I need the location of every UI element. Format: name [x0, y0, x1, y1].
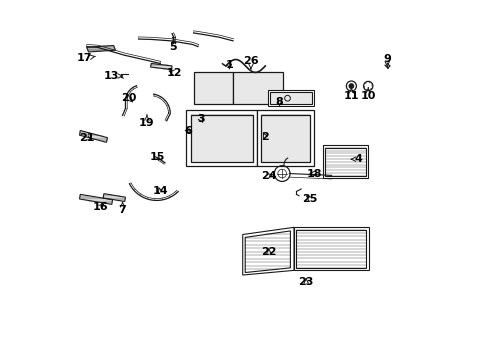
- Polygon shape: [242, 227, 293, 275]
- Text: 15: 15: [150, 152, 165, 162]
- Text: 20: 20: [121, 93, 137, 103]
- Text: 8: 8: [275, 97, 283, 107]
- Text: 5: 5: [169, 39, 177, 52]
- Polygon shape: [267, 90, 314, 107]
- Text: 22: 22: [261, 247, 276, 257]
- Text: 11: 11: [343, 88, 358, 101]
- Text: 6: 6: [183, 126, 191, 135]
- Polygon shape: [261, 115, 309, 162]
- Polygon shape: [257, 110, 314, 166]
- Text: 16: 16: [92, 202, 108, 212]
- Text: 19: 19: [139, 115, 155, 128]
- Text: 23: 23: [298, 277, 313, 287]
- Text: 26: 26: [243, 56, 258, 69]
- Text: 25: 25: [302, 194, 317, 204]
- Text: 18: 18: [306, 168, 322, 179]
- Text: 24: 24: [261, 171, 276, 181]
- Polygon shape: [190, 115, 252, 162]
- Text: 14: 14: [152, 186, 168, 197]
- Text: 4: 4: [350, 154, 362, 164]
- Polygon shape: [80, 131, 107, 142]
- Text: 3: 3: [197, 114, 204, 124]
- Polygon shape: [80, 194, 112, 204]
- Polygon shape: [193, 72, 233, 104]
- Polygon shape: [325, 148, 365, 176]
- Polygon shape: [322, 145, 367, 178]
- Polygon shape: [186, 110, 257, 166]
- Text: 1: 1: [225, 60, 233, 70]
- Polygon shape: [103, 194, 125, 202]
- Polygon shape: [150, 63, 172, 69]
- Polygon shape: [270, 92, 311, 104]
- Text: 9: 9: [383, 54, 390, 67]
- Text: 21: 21: [79, 133, 94, 143]
- Circle shape: [348, 84, 353, 89]
- Text: 10: 10: [360, 88, 375, 101]
- Text: 2: 2: [261, 132, 268, 142]
- Polygon shape: [86, 45, 115, 52]
- Polygon shape: [233, 72, 283, 104]
- Polygon shape: [293, 227, 368, 270]
- Polygon shape: [244, 231, 290, 273]
- Text: 7: 7: [119, 202, 126, 216]
- Text: 12: 12: [166, 68, 182, 78]
- Text: 13: 13: [104, 71, 122, 81]
- Text: 17: 17: [77, 53, 95, 63]
- Polygon shape: [296, 230, 366, 268]
